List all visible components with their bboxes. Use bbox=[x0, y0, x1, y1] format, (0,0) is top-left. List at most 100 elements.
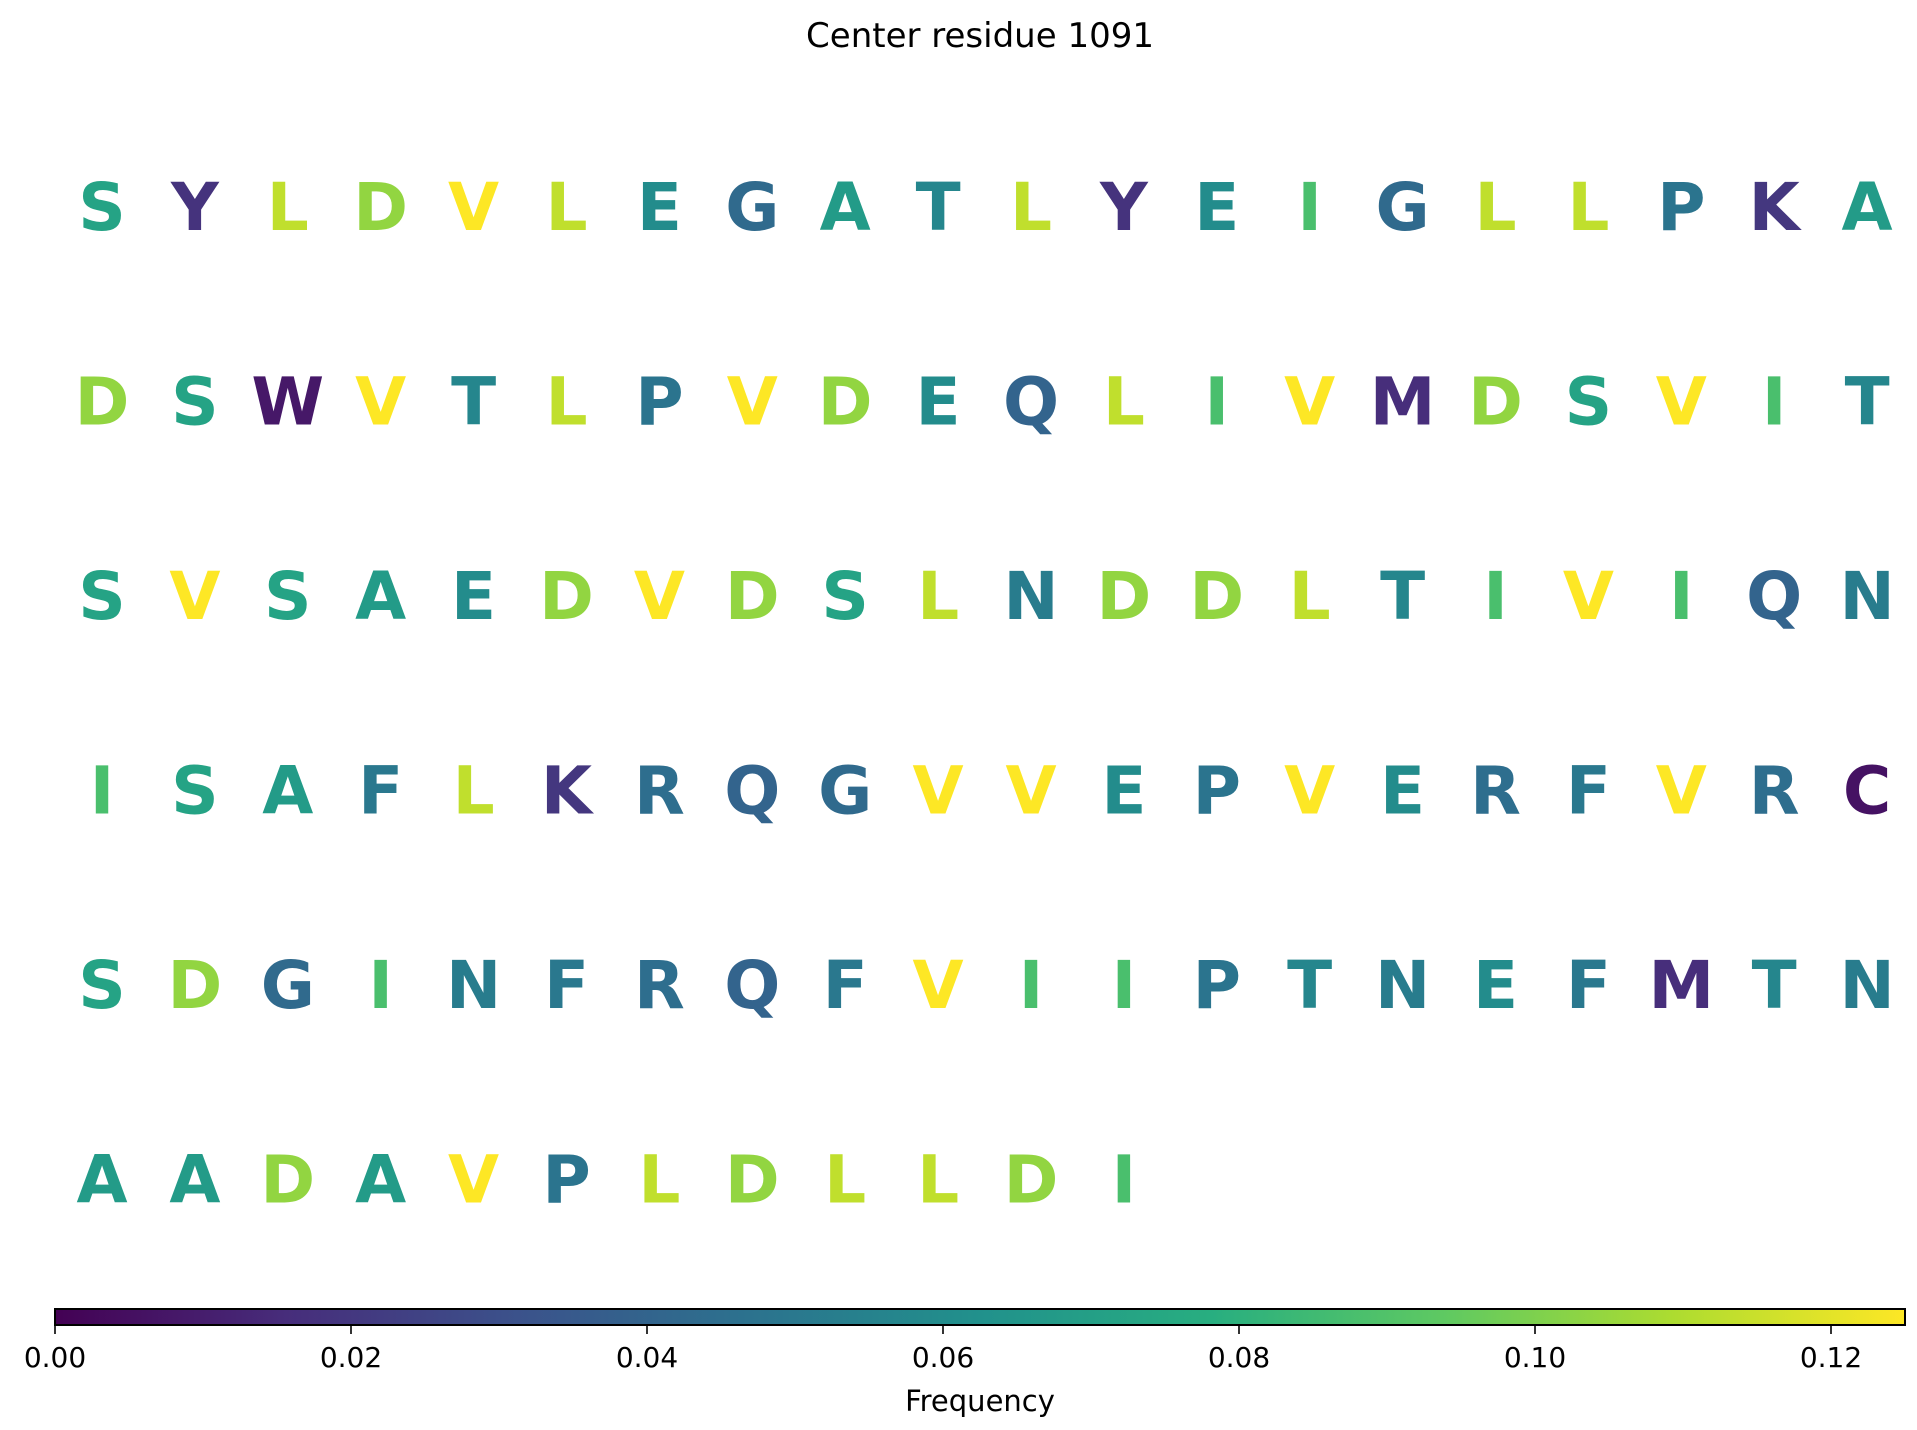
residue-letter: M bbox=[1648, 947, 1714, 1024]
residue-letter: S bbox=[821, 558, 869, 635]
residue-letter: T bbox=[451, 364, 496, 441]
residue-letter: Q bbox=[724, 947, 780, 1024]
residue-letter: L bbox=[545, 169, 587, 246]
residue-letter: P bbox=[1657, 169, 1705, 246]
residue-letter: T bbox=[1752, 947, 1797, 1024]
residue-letter: G bbox=[818, 753, 872, 830]
residue-letter: E bbox=[1101, 753, 1146, 830]
residue-letter: L bbox=[453, 753, 495, 830]
residue-letter: R bbox=[1749, 753, 1800, 830]
residue-letter: L bbox=[638, 1142, 680, 1219]
residue-letter: Q bbox=[1746, 558, 1802, 635]
residue-letter: E bbox=[1380, 753, 1425, 830]
residue-letter: P bbox=[635, 364, 683, 441]
residue-letter: D bbox=[818, 364, 873, 441]
residue-letter: E bbox=[916, 364, 961, 441]
residue-letter: V bbox=[1005, 753, 1056, 830]
residue-letter: Y bbox=[170, 169, 220, 246]
residue-letter: G bbox=[1376, 169, 1430, 246]
colorbar-tick-label: 0.04 bbox=[616, 1341, 678, 1374]
residue-letter: I bbox=[1762, 364, 1787, 441]
residue-letter: E bbox=[451, 558, 496, 635]
residue-letter: A bbox=[262, 753, 313, 830]
residue-letter: L bbox=[1010, 169, 1052, 246]
chart-title: Center residue 1091 bbox=[806, 16, 1154, 56]
residue-letter: G bbox=[725, 169, 779, 246]
residue-letter: I bbox=[90, 753, 115, 830]
residue-letter: D bbox=[1097, 558, 1152, 635]
residue-letter: E bbox=[637, 169, 682, 246]
residue-letter: S bbox=[171, 753, 219, 830]
residue-letter: I bbox=[368, 947, 393, 1024]
residue-letter: D bbox=[260, 1142, 315, 1219]
residue-letter: A bbox=[355, 1142, 406, 1219]
residue-letter: V bbox=[1656, 753, 1707, 830]
residue-letter: N bbox=[1839, 947, 1894, 1024]
residue-letter: D bbox=[1004, 1142, 1059, 1219]
residue-letter: A bbox=[76, 1142, 127, 1219]
residue-letter: N bbox=[1003, 558, 1058, 635]
residue-letter: V bbox=[634, 558, 685, 635]
residue-letter: F bbox=[1566, 753, 1611, 830]
residue-letter: P bbox=[542, 1142, 590, 1219]
residue-letter: F bbox=[823, 947, 868, 1024]
residue-grid: S Y L D V L E G A T L Y E I G L L P K AD S W V T L P V D E Q L I V M D S V I T… bbox=[75, 169, 1895, 1219]
residue-letter: V bbox=[1563, 558, 1614, 635]
residue-letter: Q bbox=[724, 753, 780, 830]
residue-letter: E bbox=[1194, 169, 1239, 246]
residue-letter: S bbox=[78, 947, 126, 1024]
colorbar-tick-label: 0.12 bbox=[1800, 1341, 1862, 1374]
residue-letter: I bbox=[1297, 169, 1322, 246]
residue-letter: S bbox=[78, 169, 126, 246]
colorbar-gradient bbox=[54, 1308, 1906, 1326]
colorbar-tick-label: 0.10 bbox=[1504, 1341, 1566, 1374]
residue-letter: V bbox=[355, 364, 406, 441]
residue-letter: P bbox=[1193, 947, 1241, 1024]
residue-letter: G bbox=[261, 947, 315, 1024]
residue-letter: D bbox=[725, 1142, 780, 1219]
residue-letter: V bbox=[1656, 364, 1707, 441]
residue-letter: L bbox=[917, 558, 959, 635]
residue-letter: D bbox=[539, 558, 594, 635]
residue-letter: I bbox=[1205, 364, 1230, 441]
residue-letter: V bbox=[1284, 364, 1335, 441]
residue-letter: V bbox=[448, 1142, 499, 1219]
residue-letter: T bbox=[1287, 947, 1332, 1024]
residue-letter: V bbox=[169, 558, 220, 635]
residue-letter: S bbox=[264, 558, 312, 635]
residue-letter: L bbox=[1567, 169, 1609, 246]
residue-letter: F bbox=[1566, 947, 1611, 1024]
residue-letter: R bbox=[634, 947, 685, 1024]
residue-letter: L bbox=[824, 1142, 866, 1219]
residue-letter: R bbox=[1470, 753, 1521, 830]
residue-letter: A bbox=[1842, 169, 1893, 246]
residue-letter: S bbox=[78, 558, 126, 635]
residue-letter: N bbox=[446, 947, 501, 1024]
residue-letter: V bbox=[913, 947, 964, 1024]
residue-letter: V bbox=[448, 169, 499, 246]
residue-letter: A bbox=[820, 169, 871, 246]
residue-letter: M bbox=[1370, 364, 1436, 441]
residue-letter: D bbox=[1468, 364, 1523, 441]
residue-letter: V bbox=[913, 753, 964, 830]
residue-letter: T bbox=[1380, 558, 1425, 635]
residue-letter: I bbox=[1483, 558, 1508, 635]
residue-letter: L bbox=[1103, 364, 1145, 441]
colorbar-tick-label: 0.02 bbox=[320, 1341, 382, 1374]
residue-letter: S bbox=[1565, 364, 1613, 441]
residue-letter: N bbox=[1839, 558, 1894, 635]
colorbar: 0.00 0.02 0.04 0.06 0.08 0.10 0.12 Frequency bbox=[24, 1308, 1906, 1418]
residue-letter: W bbox=[251, 364, 324, 441]
residue-letter: A bbox=[169, 1142, 220, 1219]
residue-letter: D bbox=[168, 947, 223, 1024]
residue-letter: L bbox=[545, 364, 587, 441]
residue-letter: N bbox=[1375, 947, 1430, 1024]
residue-letter: I bbox=[1112, 1142, 1137, 1219]
residue-letter: D bbox=[353, 169, 408, 246]
residue-letter: I bbox=[1019, 947, 1044, 1024]
residue-letter: S bbox=[171, 364, 219, 441]
residue-letter: F bbox=[544, 947, 589, 1024]
residue-letter: D bbox=[75, 364, 130, 441]
residue-letter: L bbox=[917, 1142, 959, 1219]
residue-letter: L bbox=[267, 169, 309, 246]
